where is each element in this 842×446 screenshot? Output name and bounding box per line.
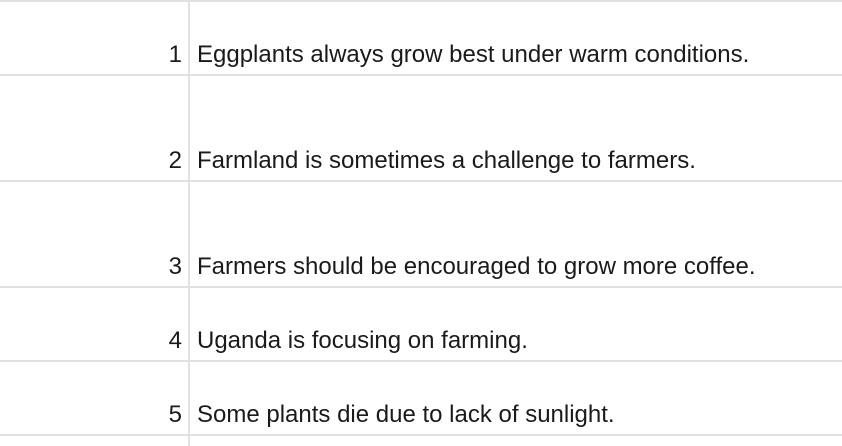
- row-text-cell[interactable]: Eggplants always grow best under warm co…: [197, 41, 750, 68]
- row-gridline: [0, 74, 842, 76]
- row-gridline: [0, 286, 842, 288]
- row-gridline: [0, 360, 842, 362]
- row-gridline: [0, 434, 842, 436]
- row-number-cell[interactable]: 2: [168, 147, 182, 174]
- row-gridline: [0, 180, 842, 182]
- row-gridline: [0, 0, 842, 2]
- row-text-cell[interactable]: Farmland is sometimes a challenge to far…: [197, 147, 696, 174]
- row-text-cell[interactable]: Uganda is focusing on farming.: [197, 327, 528, 354]
- row-number-cell[interactable]: 5: [168, 401, 182, 428]
- row-number-cell[interactable]: 1: [168, 41, 182, 68]
- row-text-cell[interactable]: Some plants die due to lack of sunlight.: [197, 401, 615, 428]
- column-divider: [188, 0, 190, 446]
- row-text-cell[interactable]: Farmers should be encouraged to grow mor…: [197, 253, 756, 280]
- row-number-cell[interactable]: 3: [168, 253, 182, 280]
- row-number-cell[interactable]: 4: [168, 327, 182, 354]
